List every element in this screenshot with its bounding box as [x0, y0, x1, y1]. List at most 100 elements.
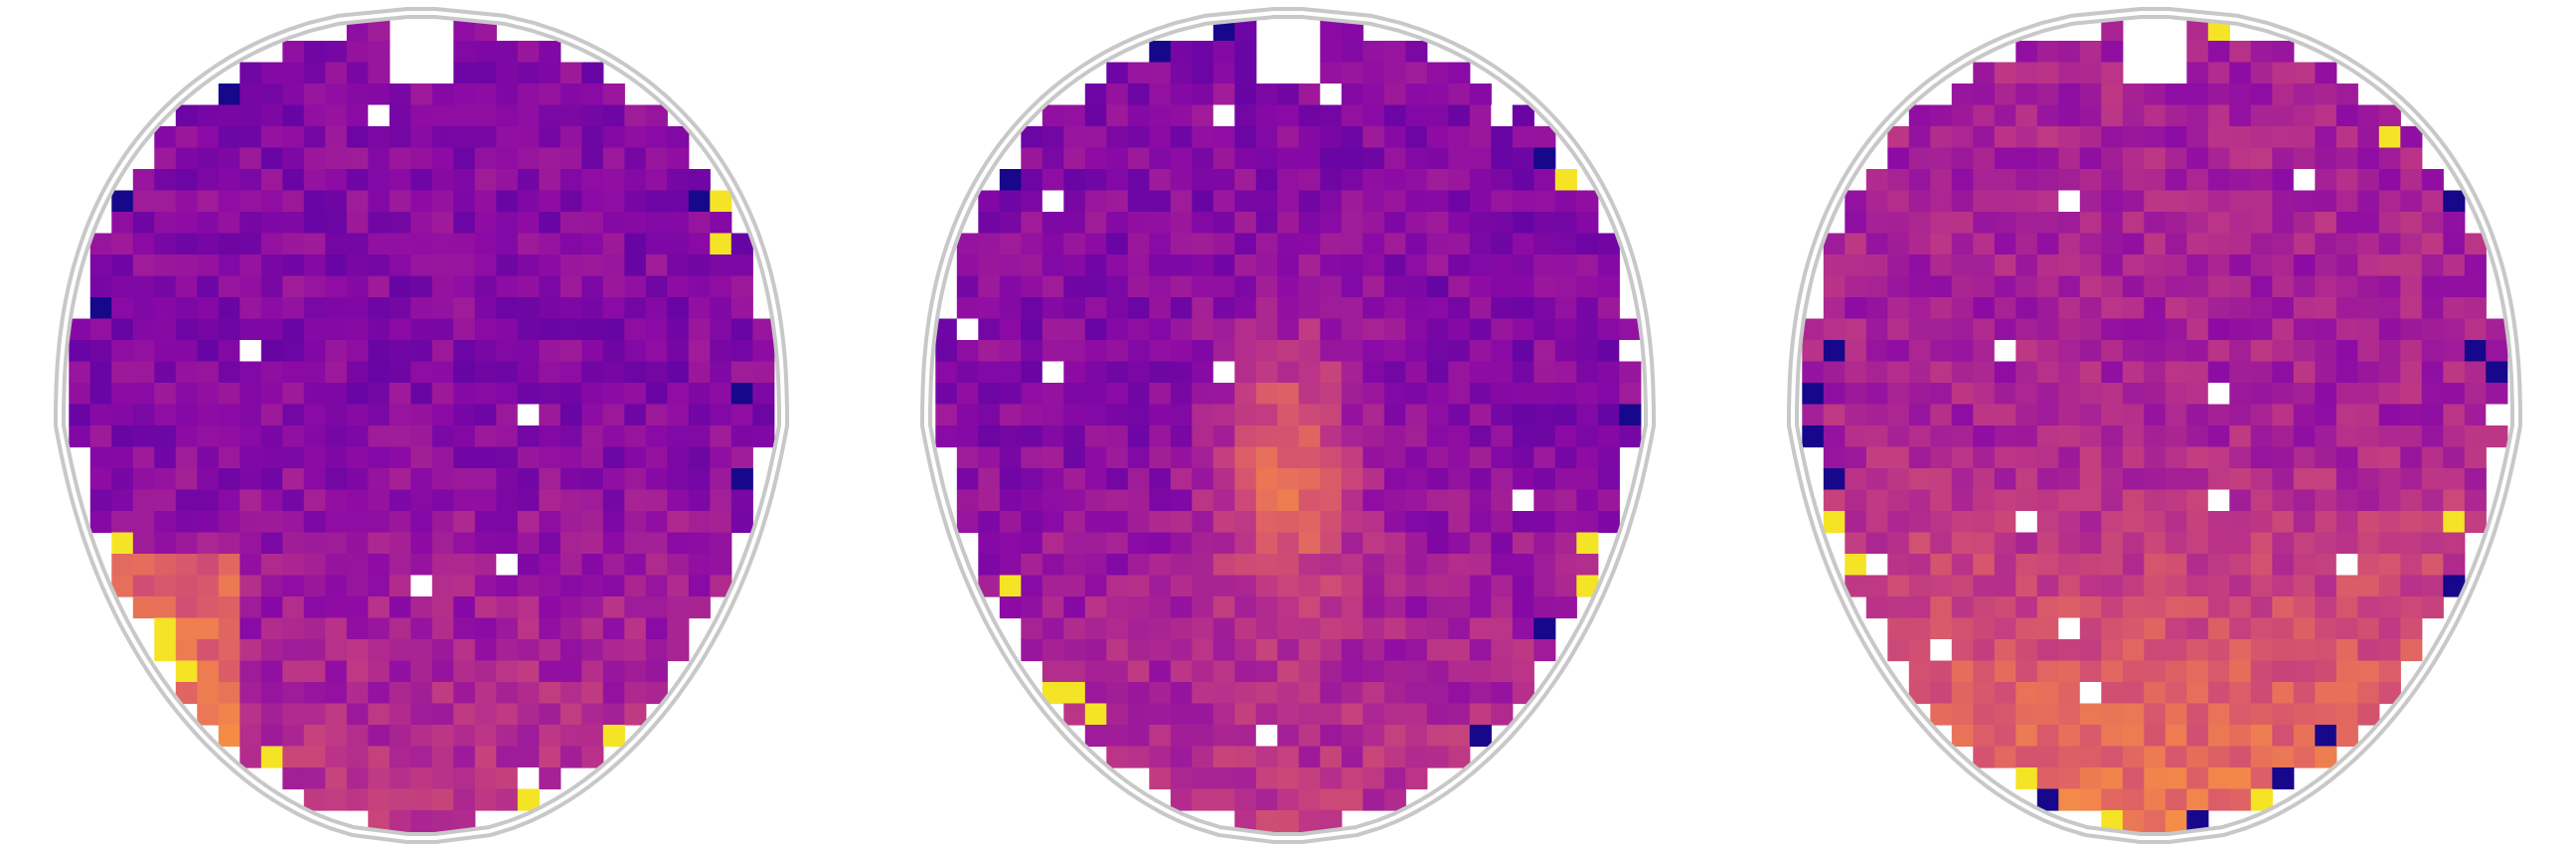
voxel: [1192, 746, 1214, 768]
voxel: [2293, 660, 2316, 683]
voxel: [431, 169, 454, 192]
voxel: [1533, 639, 1556, 662]
voxel: [474, 468, 497, 491]
voxel: [1149, 169, 1172, 192]
voxel: [2272, 468, 2295, 491]
voxel: [346, 639, 369, 662]
voxel: [539, 318, 562, 341]
voxel: [1212, 104, 1235, 127]
voxel: [282, 62, 305, 85]
voxel: [1320, 104, 1343, 127]
voxel: [1063, 660, 1086, 683]
voxel: [1994, 104, 2016, 127]
voxel: [1149, 532, 1172, 555]
voxel: [1170, 318, 1193, 341]
voxel: [560, 84, 582, 106]
voxel: [303, 511, 326, 534]
voxel: [431, 340, 454, 363]
voxel: [560, 126, 582, 149]
voxel: [710, 275, 732, 298]
voxel: [2378, 126, 2401, 149]
voxel: [1192, 639, 1214, 662]
voxel: [2207, 233, 2230, 255]
voxel: [1192, 511, 1214, 534]
voxel: [2144, 703, 2167, 726]
voxel: [1405, 617, 1428, 640]
voxel: [2335, 468, 2358, 491]
voxel: [2058, 169, 2081, 192]
voxel: [1951, 639, 1974, 662]
voxel: [303, 425, 326, 448]
voxel: [410, 383, 433, 406]
voxel: [624, 660, 647, 683]
voxel: [1383, 725, 1406, 748]
voxel: [517, 639, 540, 662]
voxel: [2315, 340, 2337, 363]
voxel: [453, 41, 476, 64]
voxel: [1930, 126, 1953, 149]
voxel: [346, 725, 369, 748]
voxel: [517, 169, 540, 192]
voxel: [539, 554, 562, 577]
voxel: [303, 660, 326, 683]
voxel: [1597, 297, 1620, 320]
voxel: [1149, 212, 1172, 235]
voxel: [2207, 511, 2230, 534]
voxel: [539, 682, 562, 705]
voxel: [1865, 511, 1888, 534]
voxel: [1363, 254, 1385, 277]
voxel: [1149, 404, 1172, 426]
voxel: [1084, 703, 1107, 726]
voxel: [2272, 254, 2295, 277]
voxel: [2335, 682, 2358, 705]
voxel: [1533, 190, 1556, 213]
voxel: [1383, 62, 1406, 85]
voxel: [560, 682, 582, 705]
voxel: [581, 639, 604, 662]
voxel: [978, 275, 1001, 298]
voxel: [645, 297, 668, 320]
voxel: [2101, 19, 2124, 42]
voxel: [1469, 703, 1492, 726]
voxel: [410, 575, 433, 597]
voxel: [2186, 703, 2209, 726]
voxel: [282, 468, 305, 491]
voxel: [346, 318, 369, 341]
voxel: [581, 725, 604, 748]
voxel: [1469, 639, 1492, 662]
voxel: [1363, 468, 1385, 491]
voxel: [1234, 361, 1257, 384]
voxel: [1234, 746, 1257, 768]
voxel: [2421, 554, 2444, 577]
voxel: [1426, 532, 1449, 555]
voxel: [1255, 104, 1278, 127]
voxel: [2079, 318, 2102, 341]
voxel: [260, 340, 283, 363]
voxel: [1021, 489, 1044, 512]
voxel: [1405, 468, 1428, 491]
voxel: [2144, 297, 2167, 320]
voxel: [1255, 212, 1278, 235]
voxel: [2335, 446, 2358, 469]
voxel: [1170, 254, 1193, 277]
voxel: [1426, 383, 1449, 406]
voxel: [956, 297, 979, 320]
voxel: [1619, 318, 1642, 341]
voxel: [368, 575, 391, 597]
voxel: [1533, 340, 1556, 363]
voxel: [1170, 147, 1193, 170]
voxel: [1405, 84, 1428, 106]
voxel: [496, 104, 519, 127]
voxel: [1469, 532, 1492, 555]
voxel: [1234, 425, 1257, 448]
voxel: [1255, 254, 1278, 277]
voxel: [1469, 169, 1492, 192]
voxel: [325, 511, 348, 534]
voxel: [2015, 126, 2038, 149]
voxel: [325, 275, 348, 298]
voxel: [389, 511, 411, 534]
voxel: [1865, 297, 1888, 320]
voxel: [1298, 746, 1321, 768]
voxel: [1320, 746, 1343, 768]
voxel: [1170, 725, 1193, 748]
